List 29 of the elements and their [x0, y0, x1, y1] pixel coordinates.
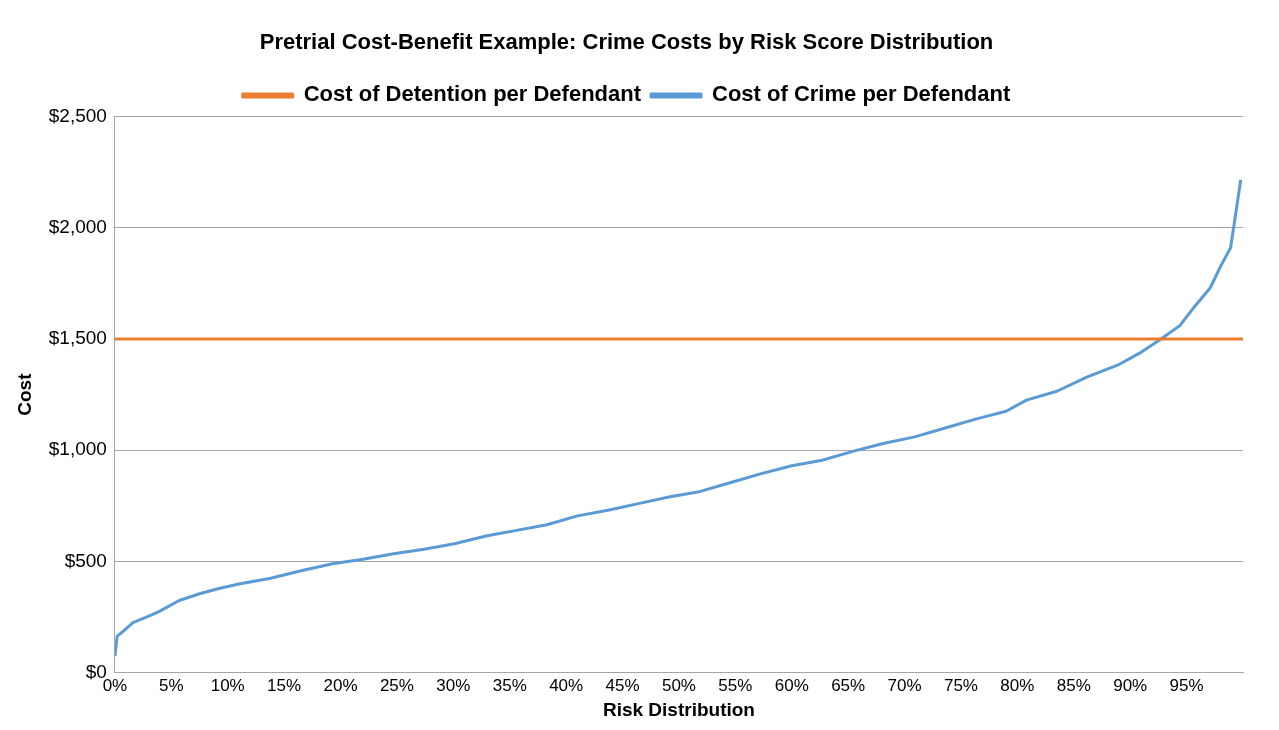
chart-title: Pretrial Cost-Benefit Example: Crime Costs by Risk Score Distribution — [259, 29, 994, 55]
x-tick-label: 20% — [323, 675, 358, 695]
x-tick-label: 30% — [436, 675, 471, 695]
y-tick-label: $500 — [64, 549, 107, 571]
y-tick-label: $2,500 — [48, 104, 107, 126]
x-tick-label: 60% — [774, 675, 809, 695]
x-tick-label: 90% — [1113, 675, 1148, 695]
y-axis-title: Cost — [13, 372, 35, 416]
x-tick-label: 45% — [605, 675, 640, 695]
x-tick-label: 35% — [492, 675, 527, 695]
x-tick-label: 95% — [1169, 675, 1204, 695]
x-tick-label: 65% — [831, 675, 866, 695]
x-tick-label: 75% — [943, 675, 978, 695]
x-tick-label: 80% — [1000, 675, 1035, 695]
legend-label: Cost of Crime per Defendant — [712, 81, 1011, 107]
x-tick-label: 40% — [549, 675, 584, 695]
y-tick-label: $1,000 — [48, 438, 107, 460]
x-tick-label: 15% — [267, 675, 302, 695]
x-tick-label: 55% — [718, 675, 753, 695]
x-tick-label: 70% — [887, 675, 922, 695]
legend-label: Cost of Detention per Defendant — [303, 81, 642, 107]
x-tick-label: 10% — [210, 675, 245, 695]
x-tick-label: 50% — [661, 675, 696, 695]
x-axis-title: Risk Distribution — [602, 698, 755, 720]
x-tick-label: 5% — [159, 675, 184, 695]
y-tick-label: $2,000 — [48, 215, 107, 237]
x-tick-label: 85% — [1056, 675, 1091, 695]
y-tick-label: $1,500 — [48, 327, 107, 349]
x-tick-label: 25% — [379, 675, 414, 695]
